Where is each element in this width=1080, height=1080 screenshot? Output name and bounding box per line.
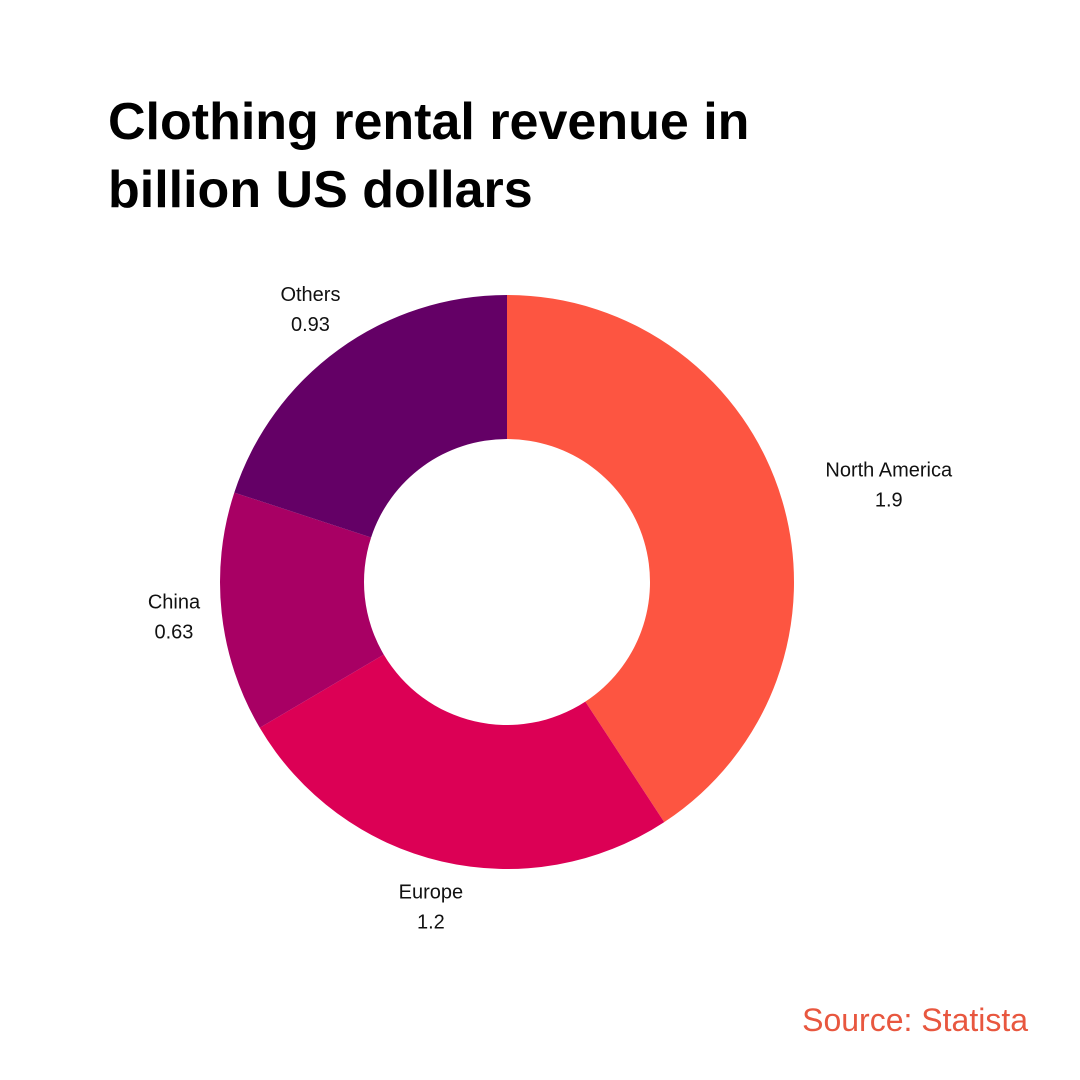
value-label: 0.93 xyxy=(291,314,330,336)
donut-slice xyxy=(234,295,507,538)
slice-label: North America xyxy=(825,460,953,482)
value-label: 1.9 xyxy=(875,490,903,512)
value-label: 1.2 xyxy=(417,912,445,934)
chart-title: Clothing rental revenue in billion US do… xyxy=(108,93,750,219)
value-label: 0.63 xyxy=(154,621,193,643)
slice-label: Europe xyxy=(399,882,464,904)
slice-label: Others xyxy=(280,284,340,306)
slice-label: China xyxy=(148,591,201,613)
donut-slice xyxy=(259,654,665,869)
donut-slice xyxy=(507,295,794,823)
donut-slice xyxy=(219,492,384,728)
source: Source: Statista xyxy=(802,1002,1028,1038)
